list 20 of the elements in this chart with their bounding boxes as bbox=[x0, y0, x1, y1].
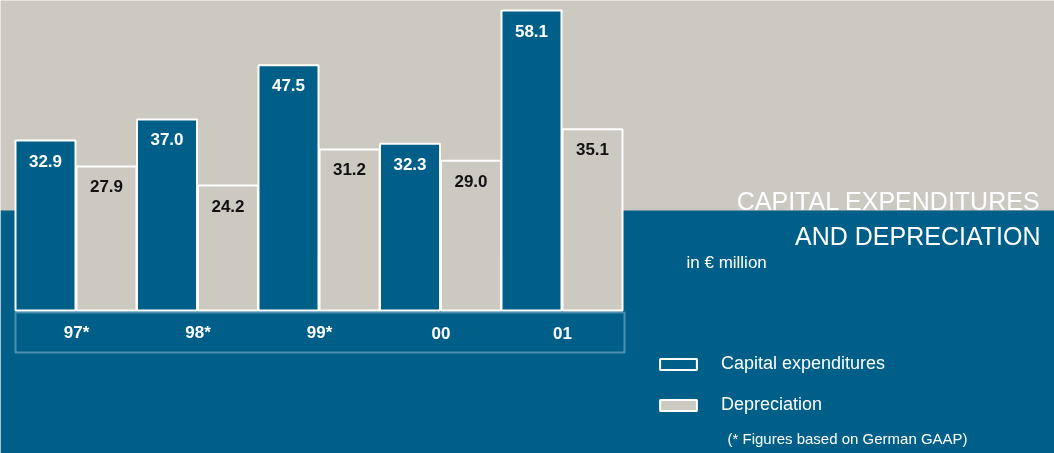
data-label: 31.2 bbox=[332, 160, 367, 180]
x-tick-label: 00 bbox=[431, 323, 451, 343]
x-tick-label: 01 bbox=[553, 323, 572, 343]
data-label: 27.9 bbox=[89, 177, 124, 197]
data-label: 32.3 bbox=[393, 154, 427, 174]
data-label: 47.5 bbox=[271, 76, 306, 96]
legend-label: Depreciation bbox=[721, 394, 823, 415]
data-label: 37.0 bbox=[150, 130, 184, 150]
data-label: 32.9 bbox=[28, 151, 63, 171]
data-label: 58.1 bbox=[514, 21, 549, 41]
data-label: 24.2 bbox=[211, 196, 245, 216]
text: (* Figures based on German GAAP) bbox=[727, 430, 968, 447]
legend-label: Capital expenditures bbox=[721, 353, 886, 374]
x-tick-label: 99* bbox=[306, 323, 333, 342]
text: CAPITAL EXPENDITURES AND DEPRECIATION bbox=[736, 186, 1041, 250]
data-label: 29.0 bbox=[454, 171, 488, 191]
x-tick-label: 97* bbox=[63, 323, 90, 342]
data-label: 35.1 bbox=[575, 140, 610, 160]
x-tick-label: 98* bbox=[185, 323, 212, 342]
text: in € million bbox=[686, 253, 767, 272]
